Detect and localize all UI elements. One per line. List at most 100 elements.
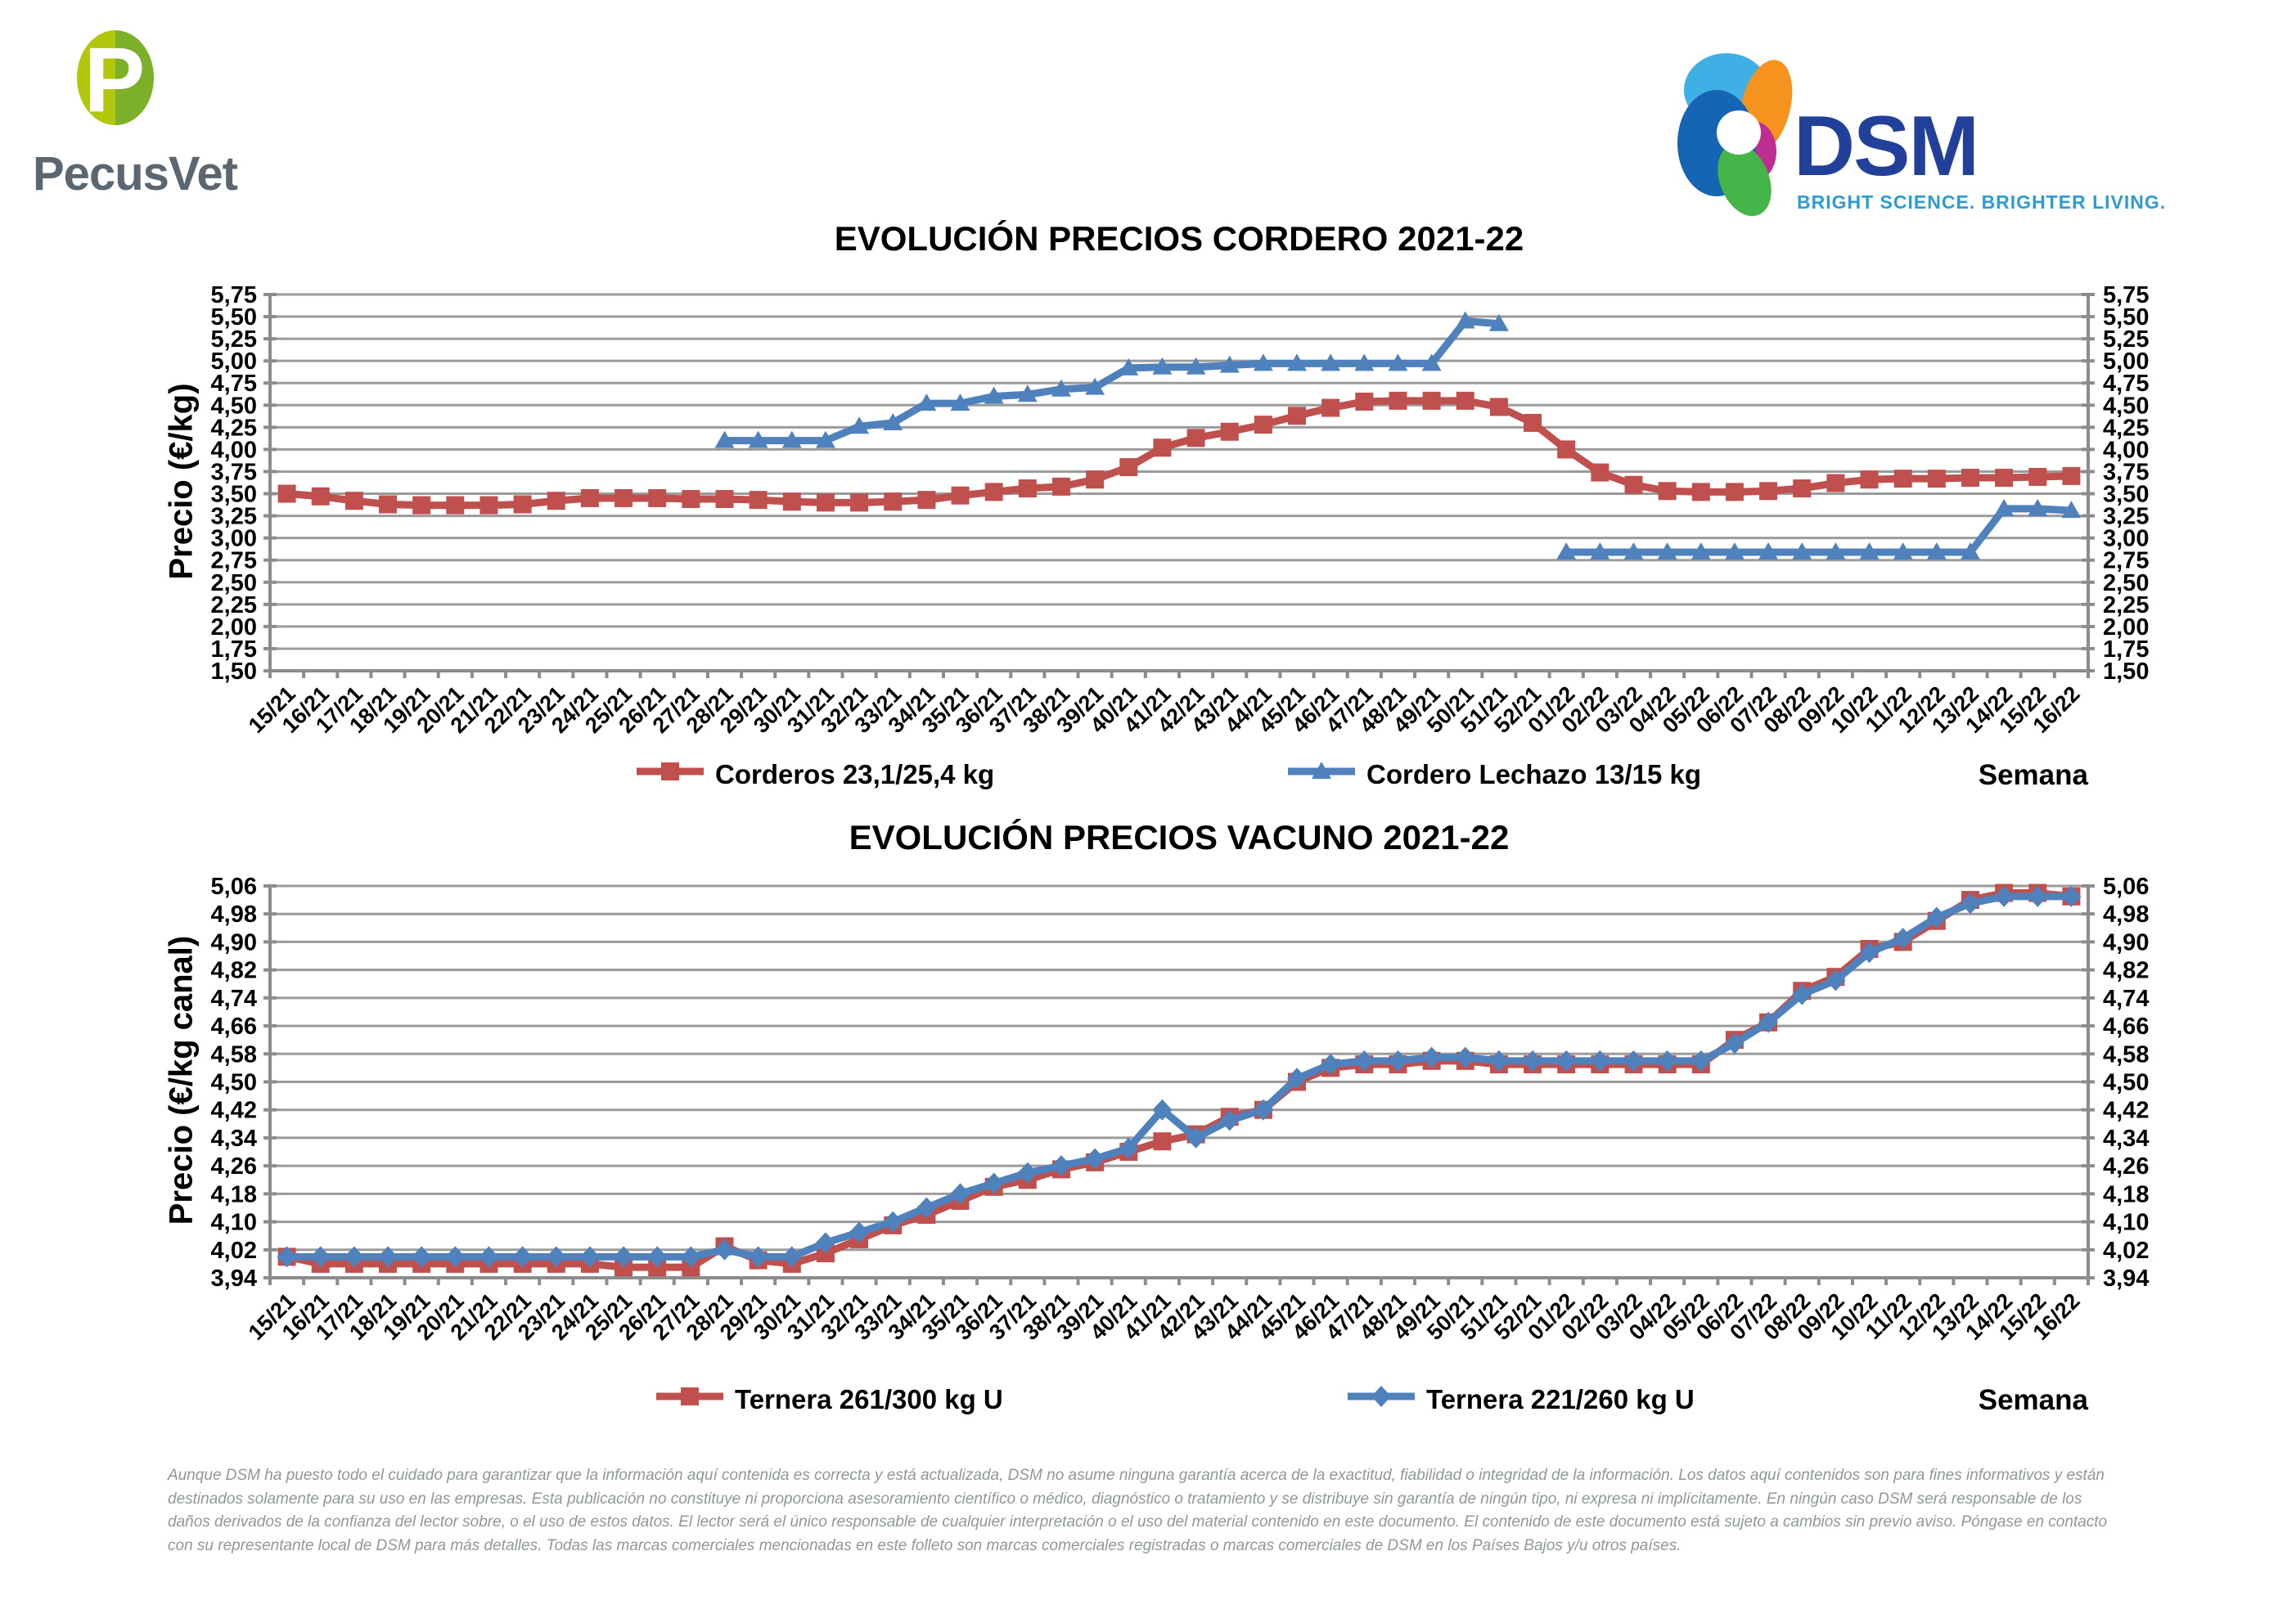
x-tick-label: 26/21 [614, 1288, 670, 1345]
disclaimer-line: daños derivados de la confianza del lect… [168, 1513, 2108, 1531]
x-tick-label: 30/21 [749, 1288, 805, 1345]
y-tick-label: 2,50 [211, 570, 257, 596]
data-point-Corderos 23,1/25,4 kg [311, 487, 330, 506]
vacuno-x-axis-title: Semana [1978, 1384, 2088, 1416]
data-point-Ternera 261/300 kg U [1591, 1055, 1609, 1074]
cordero-y-axis-title: Precio (€/kg) [163, 383, 200, 580]
data-point-Ternera 221/260 kg U [916, 1197, 937, 1219]
x-tick-label: 34/21 [884, 681, 940, 738]
data-point-Cordero Lechazo 13/15 kg [2061, 501, 2082, 519]
x-tick-label: 36/21 [951, 681, 1007, 738]
data-point-Cordero Lechazo 13/15 kg [1826, 542, 1846, 560]
y-tick-label: 4,74 [2103, 986, 2149, 1012]
y-tick-label: 4,82 [2103, 958, 2149, 984]
data-point-Ternera 221/260 kg U [1455, 1046, 1475, 1068]
x-tick-label: 50/21 [1422, 681, 1479, 738]
data-point-Corderos 23,1/25,4 kg [1826, 474, 1845, 492]
y-tick-label: 5,50 [211, 304, 257, 330]
data-point-Ternera 261/300 kg U [1086, 1153, 1105, 1171]
data-point-Ternera 261/300 kg U [2062, 887, 2081, 906]
x-tick-label: 16/22 [2028, 1288, 2085, 1345]
x-tick-label: 45/21 [1254, 1288, 1310, 1345]
data-point-Ternera 261/300 kg U [1557, 1055, 1576, 1074]
data-point-Cordero Lechazo 13/15 kg [1893, 542, 1913, 560]
data-point-Ternera 261/300 kg U [984, 1177, 1003, 1196]
data-point-Ternera 221/260 kg U [2028, 885, 2048, 907]
pecusvet-monogram-icon: P [77, 29, 154, 131]
x-tick-label: 13/22 [1927, 681, 1983, 738]
data-point-Ternera 261/300 kg U [1389, 1055, 1407, 1074]
data-point-Cordero Lechazo 13/15 kg [1960, 542, 1980, 560]
data-point-Corderos 23,1/25,4 kg [2062, 466, 2081, 485]
x-tick-label: 16/22 [2028, 681, 2085, 738]
data-point-Ternera 261/300 kg U [682, 1258, 700, 1277]
y-tick-label: 4,10 [2103, 1210, 2149, 1236]
x-tick-label: 26/21 [614, 681, 670, 738]
data-point-Cordero Lechazo 13/15 kg [1994, 498, 2015, 516]
data-point-Ternera 261/300 kg U [850, 1230, 869, 1248]
x-tick-label: 08/22 [1758, 681, 1815, 738]
x-tick-label: 35/21 [917, 1288, 974, 1345]
data-point-Corderos 23,1/25,4 kg [1893, 470, 1912, 488]
data-point-Ternera 261/300 kg U [782, 1254, 801, 1273]
data-point-Ternera 261/300 kg U [1422, 1051, 1441, 1070]
x-tick-label: 12/22 [1893, 1288, 1950, 1345]
data-point-Ternera 221/260 kg U [1926, 906, 1947, 928]
data-point-Ternera 221/260 kg U [1186, 1126, 1206, 1149]
x-tick-label: 12/22 [1893, 681, 1950, 738]
data-point-Ternera 221/260 kg U [1287, 1068, 1308, 1090]
y-tick-label: 2,75 [2103, 548, 2149, 574]
y-tick-label: 4,75 [211, 371, 257, 397]
data-point-Cordero Lechazo 13/15 kg [1859, 542, 1880, 560]
data-point-Ternera 261/300 kg U [1153, 1132, 1172, 1151]
data-point-Corderos 23,1/25,4 kg [1389, 391, 1407, 410]
x-tick-label: 42/21 [1153, 681, 1209, 738]
x-tick-label: 34/21 [884, 1288, 940, 1345]
ternera-261-300-series-marker-icon [655, 1384, 725, 1415]
y-tick-label: 3,50 [211, 482, 257, 508]
data-point-Ternera 221/260 kg U [950, 1183, 970, 1205]
x-tick-label: 04/22 [1624, 1288, 1681, 1345]
data-point-Ternera 221/260 kg U [1219, 1109, 1240, 1131]
x-tick-label: 45/21 [1254, 681, 1310, 738]
x-tick-label: 29/21 [715, 681, 772, 738]
x-tick-label: 46/21 [1287, 1288, 1344, 1345]
data-point-Corderos 23,1/25,4 kg [1691, 483, 1710, 501]
data-point-Ternera 261/300 kg U [1254, 1100, 1272, 1119]
x-tick-label: 01/22 [1523, 681, 1579, 738]
x-tick-label: 05/22 [1658, 1288, 1714, 1345]
data-point-Ternera 261/300 kg U [1288, 1072, 1307, 1091]
data-point-Ternera 261/300 kg U [379, 1254, 398, 1273]
data-point-Cordero Lechazo 13/15 kg [916, 393, 937, 411]
data-point-Ternera 221/260 kg U [1792, 983, 1812, 1005]
x-tick-label: 21/21 [446, 681, 502, 738]
data-point-Ternera 261/300 kg U [344, 1254, 363, 1273]
data-point-Ternera 221/260 kg U [1523, 1050, 1543, 1072]
data-point-Corderos 23,1/25,4 kg [1051, 477, 1070, 496]
data-point-Corderos 23,1/25,4 kg [715, 490, 734, 509]
y-tick-label: 5,75 [2103, 282, 2149, 308]
series-line-Ternera 221/260 kg U [286, 892, 2072, 1261]
x-tick-label: 41/21 [1119, 1288, 1176, 1345]
data-point-Corderos 23,1/25,4 kg [379, 495, 398, 514]
x-tick-label: 49/21 [1389, 681, 1445, 738]
data-point-Ternera 261/300 kg U [1456, 1051, 1474, 1070]
x-tick-label: 22/21 [479, 1288, 536, 1345]
data-point-Cordero Lechazo 13/15 kg [1085, 377, 1105, 395]
data-point-Corderos 23,1/25,4 kg [1591, 463, 1609, 482]
y-tick-label: 4,02 [2103, 1238, 2149, 1264]
data-point-Cordero Lechazo 13/15 kg [1152, 357, 1173, 375]
x-tick-label: 25/21 [580, 1288, 637, 1345]
data-point-Ternera 261/300 kg U [1927, 911, 1946, 930]
x-tick-label: 28/21 [682, 681, 738, 738]
data-point-Corderos 23,1/25,4 kg [682, 490, 700, 509]
data-point-Ternera 221/260 kg U [1321, 1054, 1341, 1076]
x-tick-label: 06/22 [1691, 1288, 1748, 1345]
data-point-Cordero Lechazo 13/15 kg [781, 430, 802, 448]
data-point-Ternera 261/300 kg U [412, 1254, 431, 1273]
x-tick-label: 52/21 [1489, 1288, 1546, 1345]
x-tick-label: 09/22 [1793, 681, 1849, 738]
data-point-Ternera 221/260 kg U [849, 1221, 870, 1243]
data-point-Ternera 261/300 kg U [1624, 1055, 1643, 1074]
data-point-Corderos 23,1/25,4 kg [1086, 470, 1105, 489]
